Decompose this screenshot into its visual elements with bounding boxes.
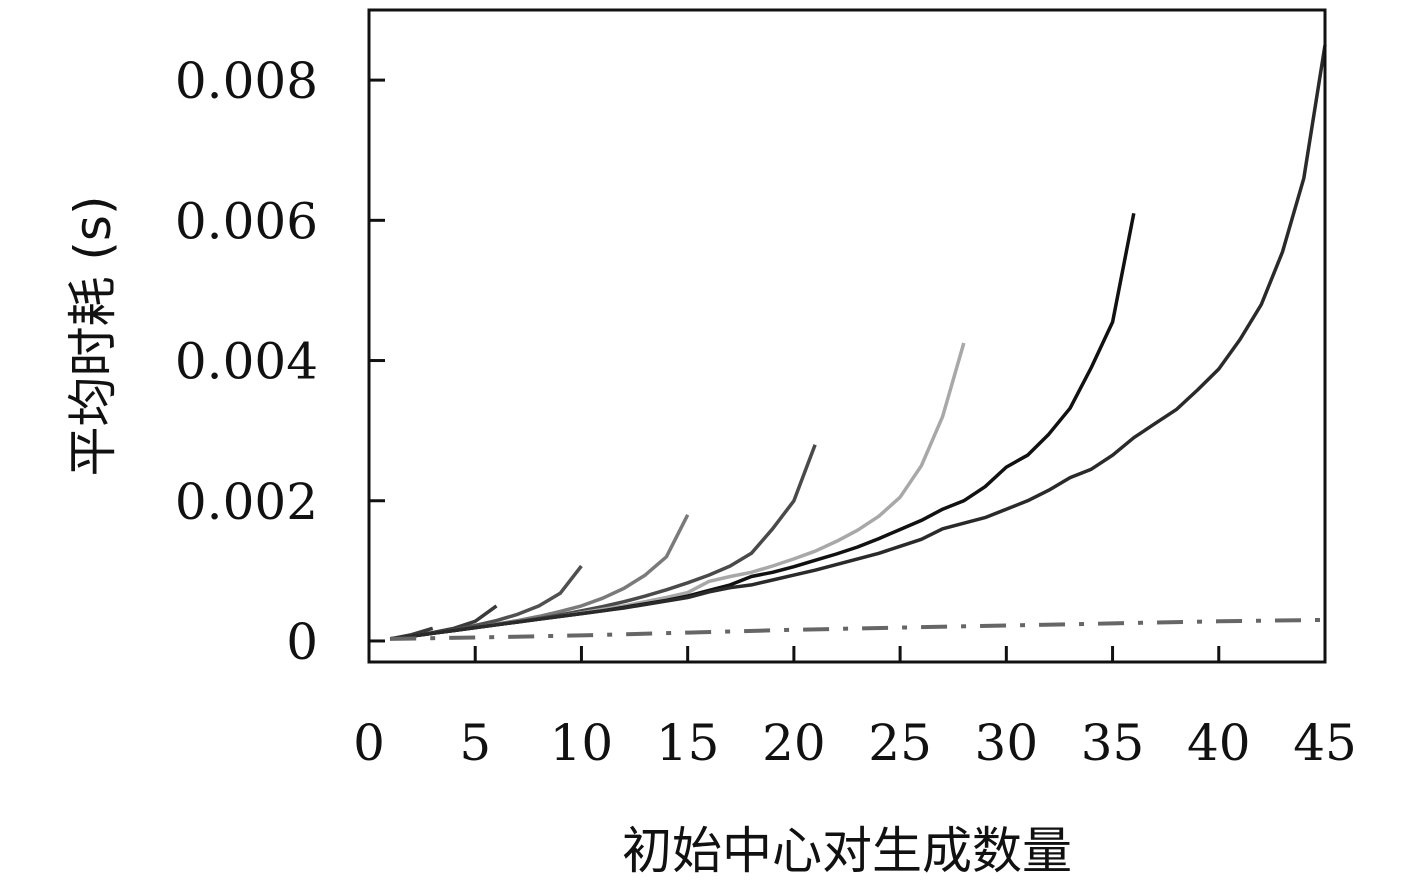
series-line-8 bbox=[389, 44, 1327, 641]
x-tick-label: 10 bbox=[550, 714, 614, 772]
y-axis-ticks: 0 0.002 0.004 0.006 0.008 bbox=[175, 52, 385, 671]
plot-frame bbox=[367, 8, 1327, 664]
y-tick-label: 0.008 bbox=[175, 52, 318, 110]
x-tick-label: 30 bbox=[975, 714, 1039, 772]
x-tick-label: 45 bbox=[1293, 714, 1357, 772]
y-tick-label: 0.006 bbox=[175, 192, 318, 250]
x-tick-label: 20 bbox=[762, 714, 826, 772]
x-tick-label: 40 bbox=[1187, 714, 1251, 772]
x-tick-label: 25 bbox=[868, 714, 932, 772]
series-line-6 bbox=[389, 342, 966, 641]
x-tick-label: 35 bbox=[1081, 714, 1145, 772]
x-axis-ticks: 0 5 10 15 20 25 30 35 40 45 bbox=[353, 646, 1357, 772]
x-tick-label: 5 bbox=[459, 714, 491, 772]
y-tick-label: 0 bbox=[286, 613, 318, 671]
x-tick-label: 0 bbox=[353, 714, 385, 772]
series-line-9 bbox=[390, 617, 1326, 641]
y-axis-title: 平均时耗 (s) bbox=[64, 196, 122, 477]
x-axis-title: 初始中心对生成数量 bbox=[622, 822, 1072, 880]
plot-lines bbox=[389, 44, 1327, 641]
series-line-2 bbox=[389, 604, 498, 641]
x-tick-label: 15 bbox=[656, 714, 720, 772]
series-line-7 bbox=[389, 212, 1136, 641]
y-tick-label: 0.004 bbox=[175, 333, 318, 391]
y-tick-label: 0.002 bbox=[175, 473, 318, 531]
